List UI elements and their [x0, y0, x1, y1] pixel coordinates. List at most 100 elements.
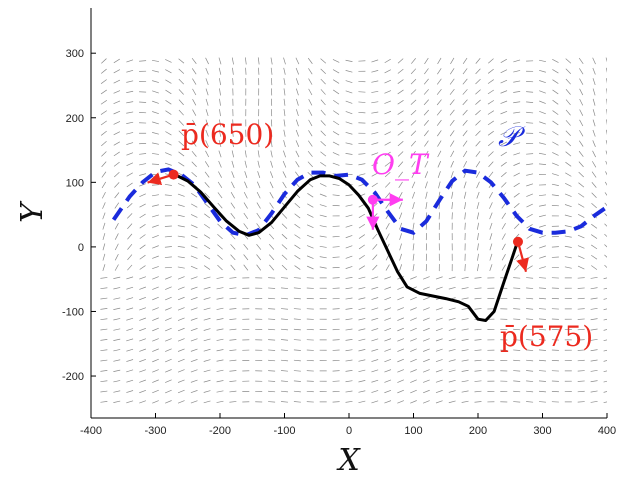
field-arrow: [538, 163, 547, 165]
field-arrow: [165, 389, 172, 394]
field-arrow: [385, 182, 391, 188]
field-arrow: [113, 90, 121, 94]
field-arrow: [230, 244, 236, 250]
field-arrow: [552, 69, 559, 74]
field-arrow: [229, 390, 237, 393]
field-arrow: [410, 78, 417, 85]
field-arrow: [151, 184, 160, 186]
field-arrow: [164, 266, 172, 269]
field-arrow: [487, 68, 494, 74]
field-arrow: [358, 390, 366, 393]
field-arrow: [501, 264, 506, 271]
field-arrow: [371, 369, 379, 373]
field-arrow: [463, 181, 467, 189]
field-arrow: [552, 152, 559, 156]
field-arrow: [345, 359, 353, 362]
field-arrow: [152, 317, 159, 321]
field-arrow: [229, 370, 237, 372]
field-arrow: [371, 182, 378, 188]
field-arrow: [294, 234, 301, 239]
field-arrow: [293, 390, 301, 393]
field-arrow: [538, 370, 547, 372]
field-arrow: [269, 254, 275, 261]
field-arrow: [113, 141, 121, 146]
field-arrow: [488, 58, 494, 64]
field-arrow: [489, 243, 493, 251]
field-arrow: [100, 318, 108, 321]
field-arrow: [333, 89, 340, 95]
field-arrow: [358, 359, 366, 362]
field-arrow: [463, 191, 467, 199]
field-arrow: [307, 214, 314, 218]
field-arrow: [603, 298, 607, 300]
field-arrow: [412, 191, 415, 199]
field-arrow: [435, 307, 443, 311]
field-arrow: [371, 390, 379, 393]
field-arrow: [475, 89, 481, 95]
field-arrow: [461, 390, 469, 393]
field-arrow: [448, 348, 456, 352]
field-arrow: [127, 213, 133, 219]
field-arrow: [384, 338, 392, 342]
field-arrow: [345, 70, 353, 73]
field-arrow: [152, 245, 159, 249]
field-arrow: [590, 390, 598, 393]
reference-path-p: [111, 167, 609, 238]
field-arrow: [412, 253, 415, 261]
field-arrow: [501, 243, 506, 251]
field-arrow: [591, 234, 598, 239]
field-arrow: [435, 348, 443, 352]
field-arrow: [399, 233, 402, 241]
field-arrow: [165, 276, 172, 280]
field-arrow: [552, 141, 559, 146]
field-arrow: [513, 111, 521, 114]
field-arrow: [152, 296, 159, 301]
field-arrow: [513, 70, 521, 73]
field-arrow: [526, 380, 534, 382]
field-arrow: [526, 308, 534, 310]
field-arrow: [590, 328, 598, 331]
field-arrow: [190, 379, 198, 383]
field-arrow: [178, 120, 184, 126]
field-arrow: [578, 140, 584, 147]
field-arrow: [164, 194, 172, 196]
field-arrow: [371, 359, 379, 362]
field-arrow: [257, 181, 261, 189]
field-arrow: [410, 317, 417, 321]
field-arrow: [345, 245, 353, 249]
field-arrow: [257, 57, 260, 65]
field-arrow: [410, 348, 417, 352]
field-arrow: [425, 191, 428, 199]
field-arrow: [114, 202, 120, 209]
field-arrow: [538, 401, 547, 403]
field-arrow: [190, 203, 198, 208]
field-arrow: [307, 57, 313, 64]
field-arrow: [539, 245, 546, 249]
field-arrow: [410, 307, 417, 311]
field-arrow: [295, 129, 299, 137]
field-arrow: [114, 253, 119, 261]
field-arrow: [165, 358, 172, 363]
field-arrow: [216, 297, 224, 300]
field-arrow: [152, 90, 159, 94]
field-arrow: [487, 100, 495, 105]
x-tick-label: 200: [469, 425, 487, 437]
field-arrow: [526, 401, 534, 403]
field-arrow: [513, 203, 520, 209]
field-arrow: [308, 88, 313, 96]
field-arrow: [475, 68, 481, 75]
field-arrow: [475, 150, 481, 157]
field-arrow: [283, 78, 286, 86]
field-arrow: [320, 99, 326, 106]
field-arrow: [100, 390, 108, 393]
field-arrow: [410, 89, 417, 95]
field-arrow: [152, 100, 159, 104]
field-arrow: [500, 90, 508, 94]
field-arrow: [448, 328, 456, 331]
field-arrow: [332, 162, 340, 166]
field-arrow: [217, 192, 223, 199]
field-arrow: [294, 244, 301, 250]
trajectory-line: [174, 173, 520, 322]
field-arrow: [217, 254, 223, 260]
field-arrow: [216, 359, 224, 362]
